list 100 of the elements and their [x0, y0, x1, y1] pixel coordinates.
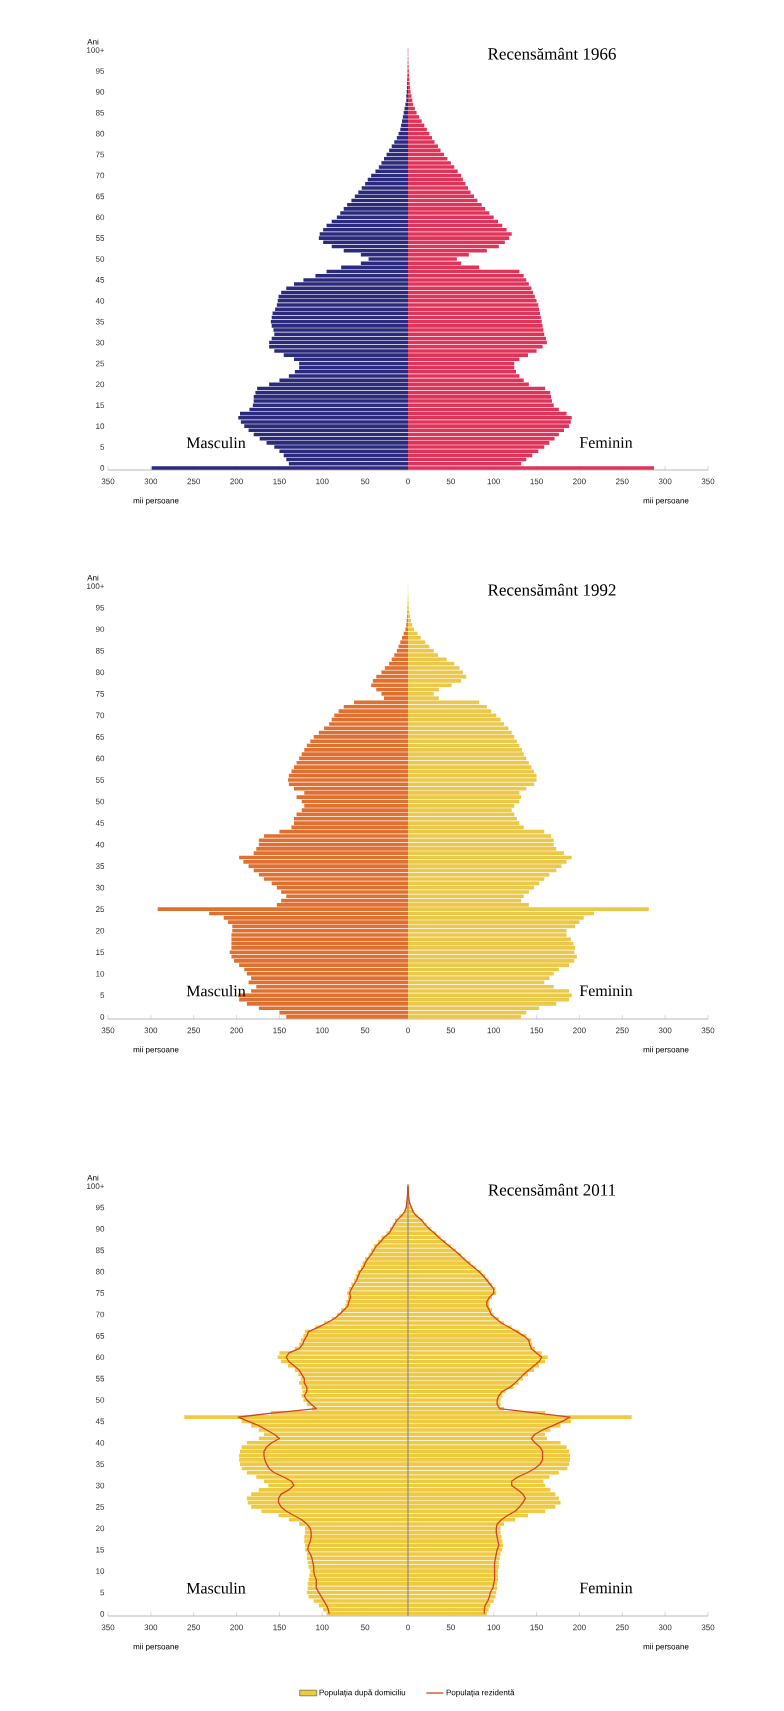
y-tick-label: 80 — [95, 1268, 105, 1275]
x-tick-label: 300 — [658, 1624, 672, 1631]
x-tick-label: 350 — [101, 478, 115, 485]
y-tick-label: 25 — [95, 906, 105, 913]
y-tick-label: 10 — [96, 1568, 105, 1574]
y-tick-label: 90 — [95, 89, 105, 95]
x-tick-label: 200 — [573, 1624, 586, 1631]
y-tick-label: 35 — [95, 863, 105, 869]
y-tick-label: 15 — [96, 402, 105, 409]
x-tick-label: 350 — [701, 1624, 715, 1631]
x-tick-label: 100 — [487, 1624, 501, 1631]
y-tick-label: 65 — [95, 193, 105, 200]
x-tick-label: 250 — [187, 478, 201, 485]
x-tick-label: 200 — [573, 1027, 586, 1034]
y-tick-label: 70 — [95, 712, 105, 719]
annotation: Feminin — [579, 437, 633, 448]
chart-title: Recensământ 2011 — [488, 1183, 616, 1196]
text: mii persoane — [643, 497, 689, 506]
y-tick-label: 60 — [95, 1354, 105, 1361]
y-tick-label: 55 — [95, 777, 105, 783]
y-tick-label: 40 — [95, 841, 105, 848]
y-tick-label: 10 — [96, 970, 105, 977]
chart-title: Recensământ 1966 — [488, 47, 616, 60]
y-tick-label: 75 — [95, 691, 105, 697]
x-tick-label: 200 — [230, 478, 243, 485]
x-tick-label: 350 — [101, 1624, 115, 1631]
y-tick-label: 5 — [100, 444, 105, 450]
x-tick-label: 150 — [273, 1624, 286, 1631]
x-tick-label: 50 — [446, 1027, 455, 1034]
x-tick-label: 300 — [144, 478, 158, 485]
y-tick-label: 20 — [95, 927, 105, 934]
x-tick-label: 300 — [144, 1624, 158, 1631]
y-tick-label: 0 — [100, 1611, 105, 1617]
x-tick-label: 100 — [316, 1624, 329, 1631]
y-tick-label: 65 — [95, 1333, 105, 1339]
y-tick-label: 90 — [95, 1226, 105, 1232]
y-tick-label: 55 — [95, 1375, 105, 1382]
x-axis-title: mii persoane — [133, 1643, 179, 1651]
x-tick-label: 350 — [701, 1027, 715, 1034]
y-tick-label: 100+ — [87, 1183, 105, 1189]
y-tick-label: 50 — [95, 798, 105, 805]
y-tick-label: 85 — [95, 647, 105, 654]
x-tick-label: 50 — [446, 1624, 455, 1631]
chart-title: Recensământ 1992 — [488, 583, 616, 596]
y-axis-title: Ani — [87, 574, 99, 581]
y-tick-label: 35 — [95, 318, 105, 325]
y-tick-label: 30 — [95, 1482, 105, 1489]
x-tick-label: 300 — [658, 1027, 672, 1034]
y-tick-label: 100+ — [87, 583, 105, 589]
y-tick-label: 45 — [95, 1418, 105, 1425]
y-tick-label: 15 — [96, 949, 105, 956]
y-tick-label: 95 — [95, 604, 105, 611]
x-axis-title: mii persoane — [133, 1046, 179, 1054]
x-tick-label: 50 — [361, 478, 370, 485]
x-tick-label: 200 — [230, 1027, 243, 1034]
x-tick-label: 250 — [616, 1027, 629, 1034]
x-tick-label: 300 — [144, 1027, 158, 1034]
x-tick-label: 250 — [187, 1624, 201, 1631]
y-tick-label: 100+ — [87, 47, 105, 53]
x-tick-label: 150 — [273, 1027, 286, 1034]
x-tick-label: 100 — [316, 1027, 329, 1034]
y-tick-label: 40 — [95, 297, 105, 304]
x-tick-label: 150 — [530, 1624, 543, 1631]
y-tick-label: 60 — [95, 214, 105, 221]
y-tick-label: 75 — [95, 1290, 105, 1296]
y-tick-label: 10 — [96, 423, 105, 429]
x-tick-label: 350 — [101, 1027, 115, 1034]
x-tick-label: 200 — [230, 1624, 243, 1631]
y-tick-label: 85 — [95, 109, 105, 116]
x-tick-label: 50 — [361, 1027, 370, 1034]
x-tick-label: 150 — [273, 478, 286, 485]
y-tick-label: 65 — [95, 734, 105, 740]
y-tick-label: 30 — [95, 339, 105, 346]
annotation: Masculin — [186, 436, 246, 449]
annotation: Feminin — [579, 1582, 633, 1594]
y-tick-label: 70 — [95, 1311, 105, 1318]
annotation: Masculin — [186, 985, 246, 997]
y-tick-label: 0 — [100, 1014, 105, 1020]
y-tick-label: 80 — [95, 130, 105, 137]
x-tick-label: 50 — [446, 478, 455, 485]
y-tick-label: 60 — [95, 755, 105, 762]
annotation: Masculin — [186, 1582, 246, 1594]
x-tick-label: 150 — [530, 478, 543, 485]
x-tick-label: 100 — [487, 478, 501, 485]
y-tick-label: 90 — [95, 626, 105, 633]
y-tick-label: 50 — [95, 256, 105, 262]
legend-label: Populația după domiciliu — [319, 1689, 406, 1697]
annotation: Feminin — [579, 985, 633, 997]
x-tick-label: 250 — [187, 1027, 201, 1034]
y-axis-title: Ani — [87, 38, 99, 45]
y-tick-label: 15 — [96, 1546, 105, 1553]
y-tick-label: 20 — [95, 1525, 105, 1532]
y-tick-label: 70 — [95, 172, 105, 179]
x-tick-label: 300 — [658, 478, 672, 485]
y-tick-label: 40 — [95, 1439, 105, 1446]
y-tick-label: 85 — [95, 1247, 105, 1254]
x-tick-label: 350 — [701, 478, 715, 485]
y-tick-label: 35 — [95, 1461, 105, 1467]
y-tick-label: 75 — [95, 151, 105, 158]
y-tick-label: 80 — [95, 669, 105, 676]
